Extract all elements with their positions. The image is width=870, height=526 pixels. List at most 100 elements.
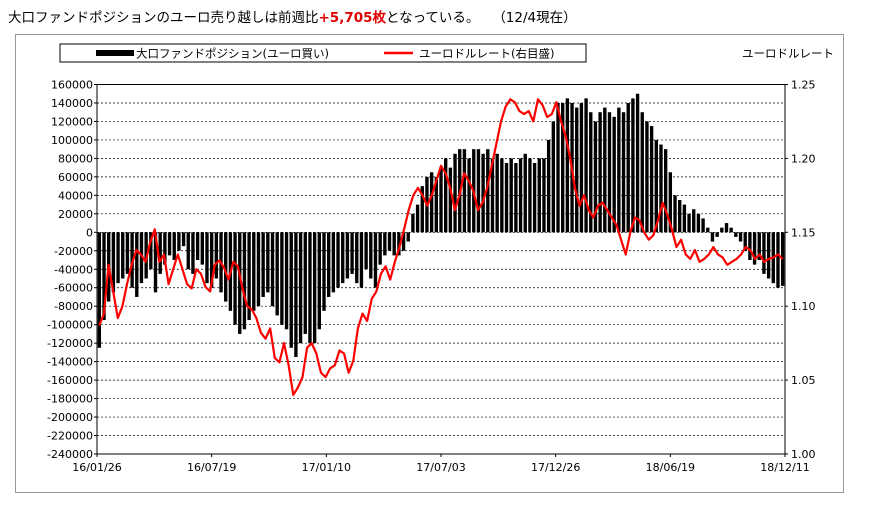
position-bar	[191, 232, 195, 274]
position-bar	[734, 232, 738, 237]
position-bar	[561, 102, 565, 233]
position-bar	[551, 121, 556, 233]
position-bar	[659, 144, 663, 233]
left-tick-label: 40000	[58, 189, 93, 202]
position-bar	[612, 116, 616, 233]
left-tick-label: -20000	[54, 245, 93, 258]
position-bar	[125, 232, 130, 274]
position-bar	[518, 158, 523, 233]
position-bar	[392, 232, 396, 256]
position-bar	[523, 153, 527, 233]
position-bar	[696, 213, 701, 233]
position-bar	[701, 218, 705, 233]
position-bar	[640, 112, 644, 233]
position-bar	[715, 232, 719, 237]
position-bar	[97, 232, 102, 348]
position-bar	[312, 232, 317, 344]
position-bar	[149, 232, 153, 270]
position-bar	[181, 232, 186, 247]
position-bar	[444, 158, 448, 233]
position-bar	[275, 232, 279, 316]
position-bar	[766, 232, 771, 279]
headline-suffix: となっている。	[386, 10, 480, 26]
position-bar	[326, 232, 331, 297]
position-bar	[486, 149, 490, 233]
position-bar	[336, 232, 340, 288]
position-bar	[111, 232, 116, 293]
left-tick-label: -240000	[47, 448, 93, 461]
headline-date: （12/4現在）	[492, 10, 577, 26]
position-bar	[139, 232, 144, 284]
x-tick-label: 17/07/03	[416, 461, 465, 474]
left-tick-label: -180000	[47, 393, 93, 406]
position-bar	[387, 232, 392, 251]
headline-text: 大口ファンドポジションのユーロ売り越しは前週比	[8, 10, 319, 26]
left-tick-label: -220000	[47, 430, 93, 443]
right-axis: 1.25 1.20 1.15 1.10 1.05 1.00	[785, 79, 816, 461]
right-tick-label: 1.00	[791, 448, 816, 461]
left-tick-label: -60000	[54, 282, 93, 295]
position-bar	[528, 158, 532, 233]
position-bar	[743, 232, 747, 251]
position-bar	[556, 102, 560, 233]
position-bars	[97, 93, 785, 358]
position-bar	[345, 232, 350, 279]
position-bar	[214, 232, 219, 279]
position-bar	[706, 227, 710, 233]
position-bar	[172, 232, 176, 261]
position-bar	[256, 232, 261, 307]
x-tick-label: 17/01/10	[302, 461, 351, 474]
left-tick-label: 20000	[58, 208, 93, 221]
left-tick-label: 140000	[51, 97, 93, 110]
position-bar	[546, 139, 551, 233]
position-bar	[411, 213, 415, 233]
position-bar	[668, 172, 673, 233]
x-tick-label: 18/06/19	[646, 461, 695, 474]
legend-bar-label: 大口ファンドポジション(ユーロ買い)	[136, 47, 329, 61]
position-bar	[429, 172, 434, 233]
position-bar	[364, 232, 368, 270]
position-bar	[649, 126, 654, 233]
legend-line-label: ユーロドルレート(右目盛)	[419, 47, 554, 61]
legend-bar-swatch	[96, 50, 134, 56]
position-bar	[448, 167, 453, 233]
right-tick-label: 1.05	[791, 374, 816, 387]
position-bar	[415, 204, 420, 233]
position-bar	[308, 232, 312, 344]
left-tick-label: -160000	[47, 374, 93, 387]
x-axis: 16/01/26 16/07/19 17/01/10 17/07/03 17/12/26…	[72, 454, 810, 474]
position-bar	[598, 112, 602, 233]
position-bar	[626, 102, 630, 233]
position-bar	[383, 232, 387, 256]
left-tick-label: 160000	[51, 79, 93, 92]
position-bar	[205, 232, 209, 284]
left-tick-label: -120000	[47, 337, 93, 350]
position-bar	[317, 232, 321, 330]
position-bar	[589, 112, 593, 233]
position-bar	[757, 232, 761, 261]
position-bar	[673, 195, 677, 233]
position-bar	[575, 107, 579, 233]
position-bar	[280, 232, 284, 325]
right-tick-label: 1.10	[791, 300, 816, 313]
position-bar	[373, 232, 378, 288]
position-bar	[322, 232, 326, 311]
position-bar	[341, 232, 345, 284]
position-bar	[209, 232, 214, 288]
x-tick-label: 16/07/19	[187, 461, 236, 474]
position-bar	[420, 186, 424, 233]
left-tick-label: -200000	[47, 411, 93, 424]
position-bar	[397, 232, 401, 256]
position-bar	[331, 232, 336, 293]
position-bar	[247, 232, 251, 321]
position-bar	[116, 232, 120, 284]
position-bar	[284, 232, 289, 330]
position-bar	[195, 232, 200, 261]
position-bar	[453, 153, 457, 233]
position-bar	[729, 227, 733, 233]
position-bar	[224, 232, 228, 302]
position-bar	[720, 227, 724, 233]
position-bar	[495, 153, 499, 233]
position-bar	[298, 232, 303, 344]
